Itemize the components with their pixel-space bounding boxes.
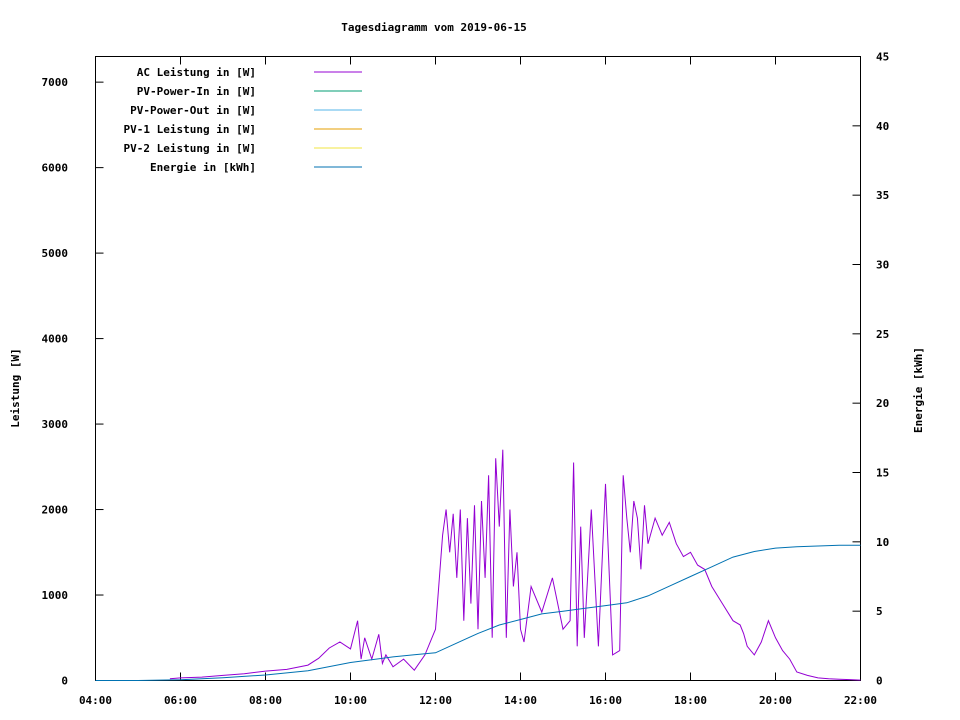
y-tick-label: 1000 xyxy=(42,589,69,602)
y-tick-label: 2000 xyxy=(42,504,69,517)
y-tick-label: 0 xyxy=(61,675,68,688)
chart-title: Tagesdiagramm vom 2019-06-15 xyxy=(341,21,526,34)
y-tick-label: 6000 xyxy=(42,162,69,175)
x-tick-label: 10:00 xyxy=(334,694,367,707)
x-tick-label: 16:00 xyxy=(589,694,622,707)
y2-tick-label: 45 xyxy=(876,51,889,64)
y2-axis-label: Energie [kWh] xyxy=(912,347,925,433)
x-tick-label: 12:00 xyxy=(419,694,452,707)
x-tick-label: 18:00 xyxy=(674,694,707,707)
y2-tick-label: 40 xyxy=(876,120,889,133)
x-tick-label: 22:00 xyxy=(844,694,877,707)
x-tick-label: 20:00 xyxy=(759,694,792,707)
x-tick-label: 06:00 xyxy=(164,694,197,707)
legend-label: PV-Power-Out in [W] xyxy=(130,104,256,117)
y2-tick-label: 35 xyxy=(876,189,889,202)
legend-label: AC Leistung in [W] xyxy=(137,66,256,79)
x-tick-label: 08:00 xyxy=(249,694,282,707)
y-axis-label: Leistung [W] xyxy=(9,348,22,427)
legend-label: PV-2 Leistung in [W] xyxy=(124,142,256,155)
legend-label: PV-Power-In in [W] xyxy=(137,85,256,98)
y2-tick-label: 0 xyxy=(876,675,883,688)
series-line xyxy=(169,449,861,681)
x-tick-label: 14:00 xyxy=(504,694,537,707)
y2-tick-label: 15 xyxy=(876,467,889,480)
y2-tick-label: 25 xyxy=(876,328,889,341)
y2-tick-label: 20 xyxy=(876,397,889,410)
series-line xyxy=(95,544,861,681)
y-tick-label: 5000 xyxy=(42,247,69,260)
legend-label: PV-1 Leistung in [W] xyxy=(124,123,256,136)
y-tick-label: 3000 xyxy=(42,418,69,431)
y2-tick-label: 5 xyxy=(876,605,883,618)
legend-label: Energie in [kWh] xyxy=(150,161,256,174)
y-tick-label: 7000 xyxy=(42,76,69,89)
y-tick-label: 4000 xyxy=(42,333,69,346)
x-tick-label: 04:00 xyxy=(79,694,112,707)
y2-tick-label: 30 xyxy=(876,259,889,272)
y2-tick-label: 10 xyxy=(876,536,889,549)
plot-frame xyxy=(95,56,861,681)
